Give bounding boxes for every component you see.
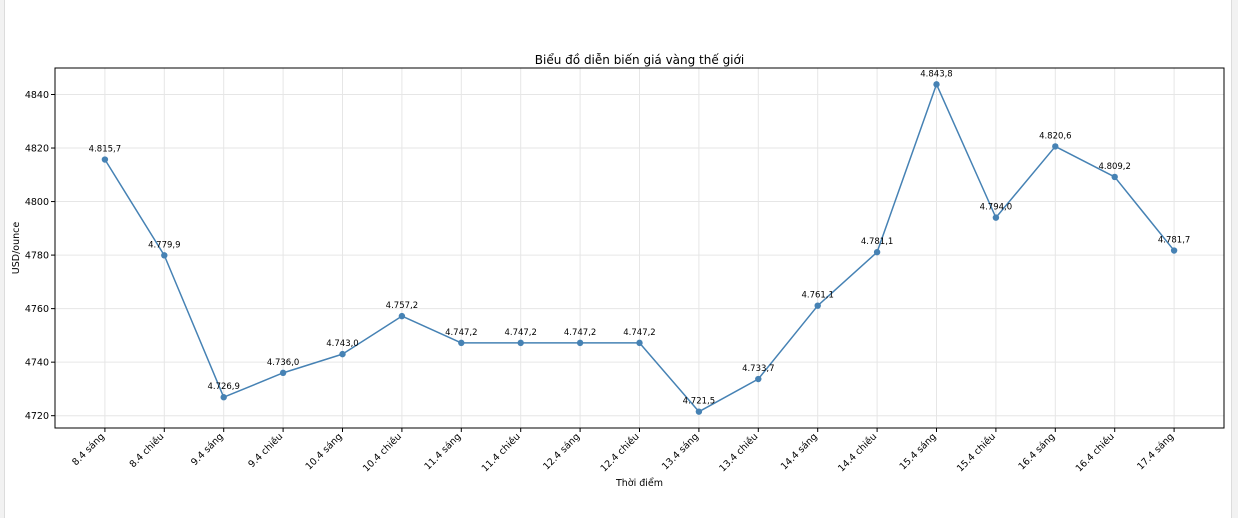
y-tick-label: 4840 — [25, 90, 49, 101]
x-tick-label: 17.4 sáng — [1135, 431, 1176, 472]
data-point — [517, 339, 524, 347]
y-tick-label: 4720 — [25, 411, 49, 422]
x-tick-label: 16.4 sáng — [1016, 431, 1057, 472]
plot-area-frame — [54, 67, 1225, 429]
data-point — [398, 312, 406, 320]
x-tick-label: 11.4 chiều — [480, 431, 523, 474]
y-tick-label: 4740 — [25, 358, 49, 369]
data-label: 4.726,9 — [207, 382, 239, 392]
x-tick-label: 14.4 sáng — [779, 431, 820, 472]
data-point — [1052, 143, 1059, 150]
data-label: 4.747,2 — [504, 328, 536, 338]
x-tick-label: 13.4 chiều — [717, 431, 760, 474]
data-point — [1170, 247, 1178, 254]
data-point — [636, 339, 643, 347]
data-label: 4.779,9 — [148, 240, 180, 250]
x-tick-label: 8.4 sáng — [70, 431, 107, 468]
x-tick-label: 13.4 sáng — [660, 431, 701, 472]
data-point — [339, 350, 346, 358]
data-point — [814, 302, 821, 309]
grid — [55, 68, 1224, 428]
data-label: 4.815,7 — [89, 145, 121, 155]
data-label: 4.743,0 — [326, 339, 358, 349]
data-point — [873, 248, 881, 256]
series-gold-price — [101, 81, 1178, 415]
y-axis: 4720 4740 4760 4780 4800 4820 4840 — [25, 90, 55, 422]
data-label: 4.736,0 — [267, 358, 299, 368]
data-label: 4.721,5 — [683, 397, 715, 407]
x-tick-label: 16.4 chiều — [1074, 431, 1117, 474]
chart-panel: Biểu đồ diễn biến giá vàng thế giới USD/… — [4, 0, 1232, 518]
x-axis-label: Thời điểm — [615, 478, 663, 489]
x-tick-label: 14.4 chiều — [836, 431, 879, 474]
data-labels: 4.815,7 4.779,9 4.726,9 4.736,0 4.743,0 4.757… — [89, 69, 1191, 406]
data-point — [101, 156, 109, 163]
line-chart: Biểu đồ diễn biến giá vàng thế giới USD/… — [11, 53, 1225, 489]
x-tick-label: 12.4 sáng — [541, 431, 582, 472]
data-point — [576, 339, 584, 347]
data-label: 4.794,0 — [980, 203, 1012, 213]
x-tick-label: 10.4 sáng — [304, 431, 345, 472]
data-label: 4.757,2 — [386, 301, 418, 311]
x-axis: 8.4 sáng 8.4 chiều 9.4 sáng 9.4 chiều 10.4 s… — [70, 428, 1176, 474]
data-label: 4.809,2 — [1098, 162, 1130, 172]
data-label: 4.761,1 — [801, 291, 833, 301]
data-label: 4.747,2 — [623, 328, 655, 338]
data-label: 4.820,6 — [1039, 131, 1071, 141]
y-axis-label: USD/ounce — [11, 222, 22, 275]
data-label: 4.781,7 — [1158, 236, 1190, 246]
data-point — [220, 394, 227, 401]
data-point — [695, 408, 703, 415]
data-point — [279, 369, 287, 377]
y-tick-label: 4760 — [25, 304, 49, 315]
x-tick-label: 9.4 chiều — [246, 431, 285, 470]
data-label: 4.733,7 — [742, 364, 774, 374]
x-tick-label: 9.4 sáng — [189, 431, 226, 468]
data-point — [161, 252, 168, 259]
x-tick-label: 11.4 sáng — [422, 431, 463, 472]
x-tick-label: 15.4 sáng — [898, 431, 939, 472]
data-label: 4.843,8 — [920, 69, 952, 79]
x-tick-label: 8.4 chiều — [128, 431, 167, 470]
data-point — [1111, 173, 1118, 181]
data-point — [992, 214, 1000, 221]
data-label: 4.747,2 — [445, 328, 477, 338]
y-tick-label: 4780 — [25, 251, 49, 262]
chart-title: Biểu đồ diễn biến giá vàng thế giới — [535, 53, 744, 67]
x-tick-label: 15.4 chiều — [955, 431, 998, 474]
data-label: 4.781,1 — [861, 237, 893, 247]
data-label: 4.747,2 — [564, 328, 596, 338]
data-point — [458, 339, 465, 347]
data-point — [933, 81, 940, 88]
data-point — [755, 375, 762, 383]
x-tick-label: 12.4 chiều — [599, 431, 642, 474]
y-tick-label: 4800 — [25, 197, 49, 208]
x-tick-label: 10.4 chiều — [361, 431, 404, 474]
y-tick-label: 4820 — [25, 144, 49, 155]
